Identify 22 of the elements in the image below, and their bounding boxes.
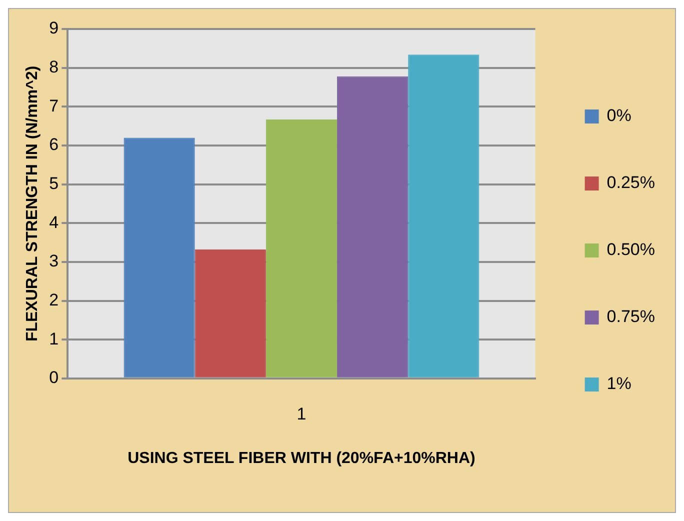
x-axis-title: USING STEEL FIBER WITH (20%FA+10%RHA) <box>128 450 476 467</box>
bar <box>337 76 408 378</box>
legend-label: 0% <box>606 106 632 126</box>
legend-label: 0.50% <box>606 240 655 260</box>
y-tick-label: 8 <box>49 58 59 77</box>
y-axis-title: FLEXURAL STRENGTH IN (N/mm^2) <box>24 66 42 342</box>
legend-label: 0.75% <box>606 307 655 326</box>
y-tick-label: 1 <box>49 329 59 348</box>
y-tick-label: 0 <box>49 368 59 388</box>
y-tick-label: 5 <box>49 174 59 193</box>
y-tick-label: 2 <box>49 290 59 310</box>
bar <box>124 138 195 378</box>
legend-label: 1% <box>606 374 632 394</box>
y-tick-label: 9 <box>49 18 59 38</box>
legend-label: 0.25% <box>606 173 655 192</box>
y-tick-label: 6 <box>49 135 59 154</box>
y-tick-label: 7 <box>49 96 59 116</box>
y-tick-label: 4 <box>49 212 59 232</box>
y-tick-label: 3 <box>49 252 59 271</box>
bar <box>408 54 480 378</box>
bar <box>194 250 266 378</box>
bar <box>266 119 338 378</box>
